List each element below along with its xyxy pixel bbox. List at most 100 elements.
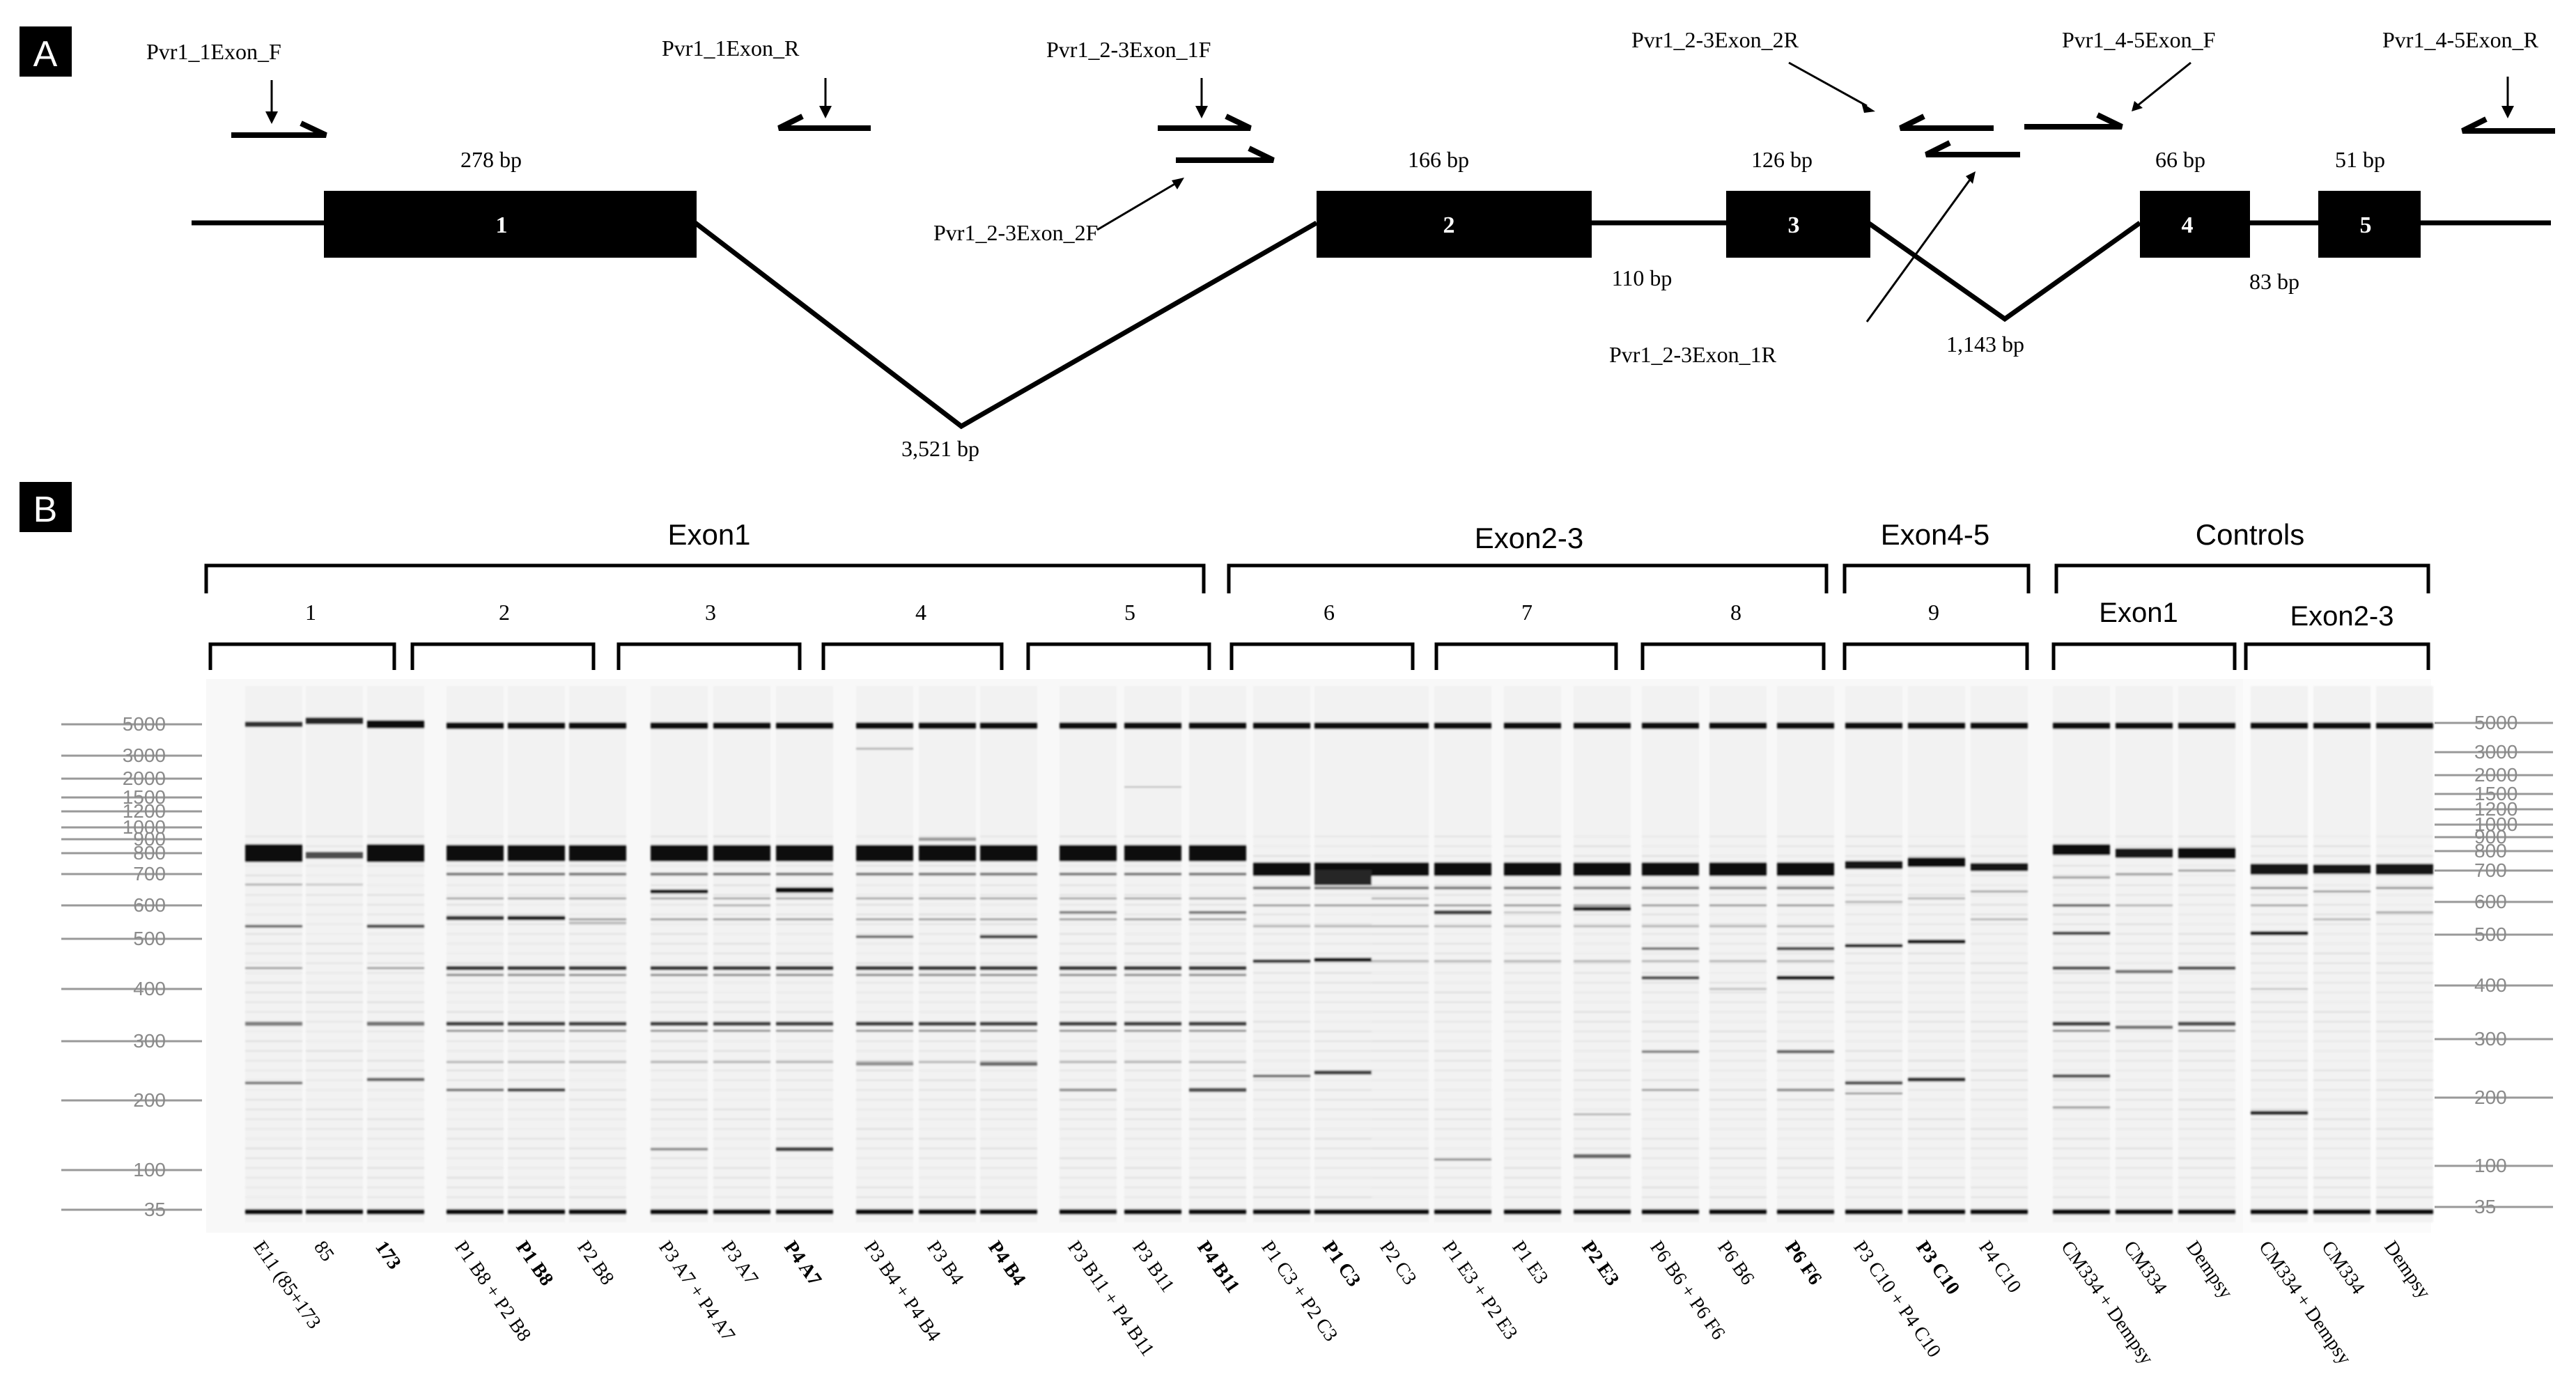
lane-smear [2178,972,2235,974]
gel-lane [1971,686,2028,1222]
lane-smear [1060,1041,1117,1042]
gel-band [1434,960,1491,963]
lane-smear [367,1177,424,1178]
lane-smear [1908,845,1965,847]
lane-smear [245,1119,302,1120]
exon-4-label: 4 [2182,212,2194,238]
lane-smear [776,1060,833,1061]
lane-smear [980,933,1037,935]
gel-lane [1908,686,1965,1222]
lane-smear [1971,1002,2028,1003]
lane-smear [1189,1119,1246,1120]
lane-smear [1971,992,2028,993]
lane-smear [2178,836,2235,837]
lane-smear [367,963,424,964]
lane-smear [2251,1089,2308,1091]
lane-smear [2178,1109,2235,1110]
subgroup-brackets [208,642,2430,670]
lane-smear [306,875,363,876]
lane-smear [2116,923,2173,925]
lane-smear [2053,943,2110,944]
lane-smear [1574,1187,1631,1188]
lane-smear [1971,923,2028,925]
lane-smear [367,972,424,974]
lane-smear [980,1128,1037,1130]
lane-smear [1189,1060,1246,1061]
lane-smear [2251,1060,2308,1061]
lane-smear [2313,1002,2371,1003]
primer-1exon-f-label: Pvr1_1Exon_F [146,39,281,64]
gel-band [919,1061,976,1063]
lane-smear [651,1041,708,1042]
gel-band [367,720,424,728]
lane-smear [447,1002,504,1003]
ladder-right-label: 800 [2474,840,2507,862]
ladder-right-label: 1500 [2474,783,2517,804]
lane-smear [1314,914,1372,915]
gel-band [980,1062,1037,1066]
gel-band [1314,887,1372,889]
lane-smear [245,1177,302,1178]
exon-4-box [2140,191,2250,258]
lane-smear [856,894,913,896]
lane-smear [569,1158,626,1159]
lane-smear [651,923,708,925]
gel-band [713,1061,770,1063]
upper-marker-band [776,722,833,729]
lane-smear [2178,1138,2235,1139]
ladder-left-label: 5000 [123,713,166,735]
lane-smear [1060,1109,1117,1110]
exon-2-label: 2 [1443,212,1455,238]
lane-smear [2376,1148,2433,1149]
lane-smear [856,1158,913,1159]
ladder-right-label: 2000 [2474,764,2517,786]
lane-smear [447,1187,504,1188]
gel-band [776,918,833,921]
gel-band [1124,1061,1181,1063]
lane-smear [1845,1128,1902,1130]
lane-smear [2116,1158,2173,1159]
lane-smear [1504,923,1561,925]
lane-smear [1189,1070,1246,1071]
gel-band [1124,1022,1181,1026]
lane-smear [569,1187,626,1188]
lane-smear [245,875,302,876]
group-label-exon2-3: Exon2-3 [1475,522,1583,554]
primer-names: Pvr1_1Exon_F Pvr1_1Exon_R Pvr1_2-3Exon_1… [146,27,2539,367]
lane-smear [2053,855,2110,857]
gel-band [508,974,565,976]
lower-marker-band [1504,1209,1561,1215]
lane-smear [776,1089,833,1091]
gel-lane [651,686,708,1222]
lane-smear [2116,1119,2173,1120]
lane-smear [856,1128,913,1130]
lane-smear [367,992,424,993]
lane-smear [508,953,565,954]
lane-smear [569,923,626,925]
gel-band [1253,862,1310,876]
ladder-left-label: 900 [133,828,166,850]
primer-23exon-1r-label: Pvr1_2-3Exon_1R [1609,342,1777,367]
gel-band [1060,845,1117,862]
lane-smear [306,1148,363,1149]
gel-band [919,966,976,970]
gel-band [569,845,626,862]
lane-smear [651,865,708,866]
lane-smear [1124,1050,1181,1052]
lane-smear [1372,1021,1429,1022]
lane-smear [856,836,913,837]
lane-smear [776,904,833,905]
lane-smear [919,923,976,925]
lane-smear [2251,963,2308,964]
lane-smear [2251,845,2308,847]
lane-smear [1253,1109,1310,1110]
lane-smear [2313,875,2371,876]
lane-smear [2313,845,2371,847]
lane-smear [1124,904,1181,905]
lane-smear [776,953,833,954]
lane-smear [651,933,708,935]
gel-band [367,1022,424,1026]
lane-smear [1314,845,1372,847]
lane-smear [2178,1167,2235,1169]
lane-smear [919,1089,976,1091]
